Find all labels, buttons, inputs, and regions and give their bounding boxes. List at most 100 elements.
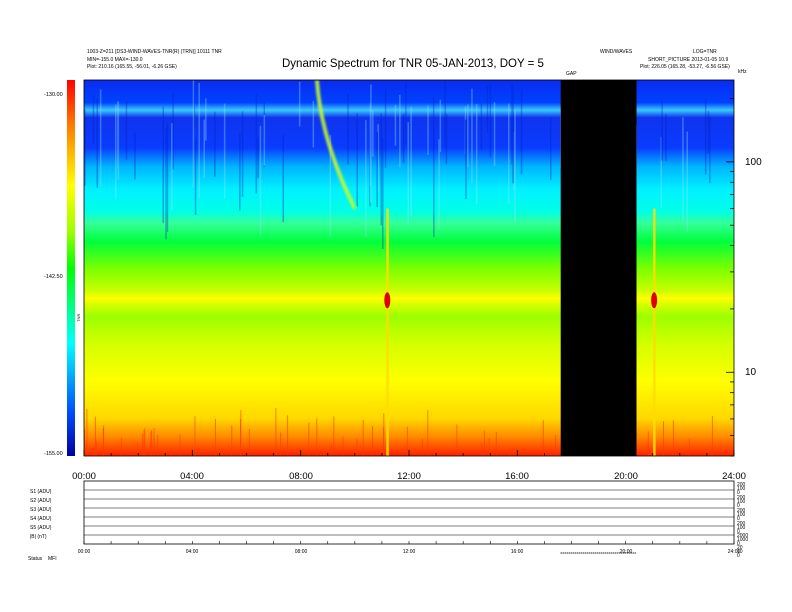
texture-streak	[399, 95, 401, 168]
right-scale-7: 100	[737, 512, 746, 518]
right-scale-4: 100	[737, 499, 746, 505]
texture-streak	[665, 114, 667, 161]
x-tick-6: 24:00	[722, 471, 746, 482]
right-scale-5: 0	[737, 503, 740, 509]
spike	[157, 434, 159, 456]
spike	[427, 410, 429, 456]
texture-streak	[439, 99, 442, 153]
spike	[406, 426, 408, 456]
texture-streak	[480, 103, 483, 151]
spike	[488, 438, 490, 456]
spike	[170, 447, 172, 456]
right-scale-0: 200	[737, 482, 746, 488]
texture-streak	[493, 102, 496, 167]
spike	[179, 434, 181, 456]
spike	[93, 447, 95, 456]
texture-streak	[165, 127, 167, 240]
spike	[542, 420, 544, 456]
spike	[120, 437, 122, 456]
texture-streak	[410, 106, 412, 218]
spike	[214, 418, 216, 456]
texture-streak	[96, 98, 98, 188]
spike	[362, 420, 364, 456]
right-scale-17: 0	[737, 553, 740, 559]
data-gap	[560, 80, 637, 456]
texture-streak	[329, 135, 332, 236]
spike	[137, 442, 139, 456]
texture-streak	[298, 81, 301, 127]
right-scale-8: 0	[737, 516, 740, 522]
spike	[86, 408, 88, 456]
texture-streak	[508, 103, 510, 204]
texture-streak	[471, 88, 473, 184]
spike	[663, 421, 664, 456]
texture-streak	[125, 101, 128, 160]
right-scale-1: 100	[737, 486, 746, 492]
texture-streak	[511, 84, 513, 165]
texture-streak	[432, 96, 435, 165]
spike	[240, 419, 241, 456]
x-tick-4: 16:00	[505, 471, 529, 482]
footer-status: Status	[28, 556, 43, 562]
texture-streak	[512, 89, 514, 184]
right-scale-13: 1000	[737, 537, 749, 543]
header-right-4: Plot: 226.05 (165.28, -53.27, -6.56 GSE)	[640, 64, 730, 70]
texture-streak	[380, 113, 382, 226]
texture-streak	[427, 105, 429, 155]
texture-streak	[377, 124, 379, 192]
bottom-x-tick-4: 16:00	[510, 549, 524, 555]
texture-streak	[255, 94, 258, 194]
texture-streak	[365, 120, 367, 238]
x-tick-1: 04:00	[180, 471, 204, 482]
x-tick-0: 00:00	[72, 471, 96, 482]
texture-streak	[486, 86, 489, 134]
header-right-3: SHORT_PICTURE 2013-01-05 10.9	[648, 57, 729, 63]
spike	[647, 431, 649, 456]
right-scale-15: 20	[737, 545, 743, 551]
texture-streak	[550, 118, 552, 180]
texture-streak	[369, 130, 371, 207]
texture-streak	[223, 103, 226, 199]
texture-streak	[384, 89, 387, 168]
panel-label-b: |B| (nT)	[30, 534, 47, 540]
texture-streak	[394, 104, 397, 146]
spike	[331, 444, 333, 456]
texture-streak	[709, 116, 711, 184]
spike	[248, 429, 250, 456]
spike	[280, 432, 281, 456]
chart-title: Dynamic Spectrum for TNR 05-JAN-2013, DO…	[282, 58, 544, 70]
texture-streak	[405, 83, 407, 146]
texture-streak	[686, 131, 688, 232]
spike	[95, 440, 97, 456]
texture-streak	[513, 132, 515, 191]
x-tick-2: 08:00	[289, 471, 313, 482]
texture-streak	[489, 85, 492, 158]
spike	[287, 415, 289, 456]
texture-streak	[438, 139, 440, 231]
texture-streak	[192, 80, 195, 188]
texture-streak	[263, 101, 265, 167]
spike	[688, 438, 690, 456]
right-scale-6: 200	[737, 508, 746, 514]
texture-streak	[84, 109, 86, 186]
texture-streak	[464, 106, 467, 154]
colorbar-tick-min: -155.00	[44, 451, 63, 457]
y-tick-10: 10	[745, 367, 757, 378]
texture-streak	[263, 115, 266, 166]
spike	[383, 413, 385, 456]
texture-streak	[475, 104, 478, 205]
texture-streak	[444, 81, 446, 148]
spike	[356, 439, 358, 456]
spike	[94, 416, 96, 456]
spike	[153, 428, 155, 456]
spike	[672, 420, 674, 456]
header-right-2: LOG=TNR	[693, 49, 717, 55]
colorbar-tick-max: -130.00	[44, 92, 63, 98]
texture-streak	[467, 104, 469, 168]
header-left-3: Plot: 210.16 (165.55, -56.01, -6.26 GSE)	[87, 64, 177, 70]
spike	[194, 416, 196, 456]
bottom-x-tick-1: 04:00	[185, 549, 199, 555]
texture-streak	[660, 136, 662, 208]
spike	[316, 418, 318, 456]
